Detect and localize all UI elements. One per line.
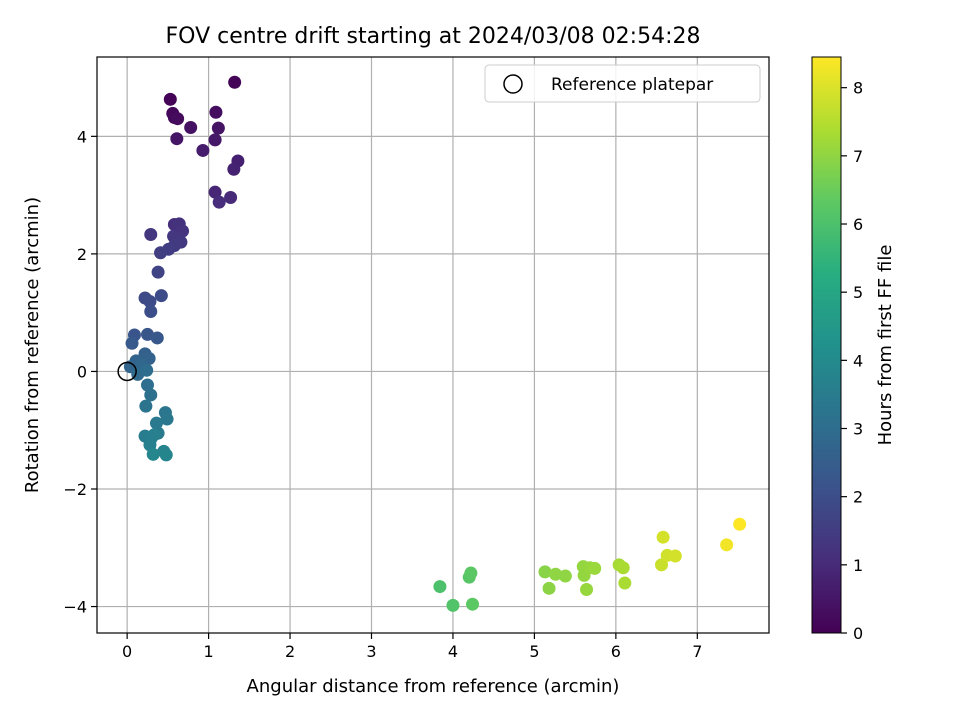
data-point bbox=[170, 132, 184, 146]
data-point bbox=[154, 246, 168, 260]
legend-box bbox=[484, 64, 761, 103]
data-point bbox=[549, 567, 563, 581]
data-point bbox=[208, 133, 222, 147]
data-point bbox=[184, 121, 198, 135]
reference-platepar-marker bbox=[117, 361, 137, 382]
x-tick-label: 7 bbox=[692, 642, 702, 661]
legend-label: Reference platepar bbox=[551, 75, 713, 95]
data-point bbox=[196, 143, 210, 157]
x-tick-label: 6 bbox=[611, 642, 621, 661]
data-point bbox=[654, 558, 668, 572]
y-tick-label: 4 bbox=[77, 127, 87, 146]
data-point bbox=[618, 576, 632, 590]
chart-title: FOV centre drift starting at 2024/03/08 … bbox=[166, 24, 701, 49]
data-point bbox=[464, 566, 478, 580]
y-axis-label: Rotation from reference (arcmin) bbox=[22, 197, 43, 493]
colorbar-label: Hours from first FF file bbox=[875, 245, 896, 446]
data-point bbox=[143, 295, 157, 309]
data-point bbox=[446, 598, 460, 612]
data-point bbox=[588, 561, 602, 575]
data-point bbox=[141, 327, 155, 341]
data-point bbox=[149, 416, 163, 430]
data-point bbox=[208, 185, 222, 199]
data-point bbox=[163, 92, 177, 106]
data-point bbox=[140, 363, 154, 377]
data-point bbox=[144, 228, 158, 242]
data-point bbox=[433, 580, 447, 594]
data-point bbox=[227, 162, 241, 176]
grid-lines bbox=[97, 57, 769, 633]
x-axis-label: Angular distance from reference (arcmin) bbox=[247, 676, 620, 697]
colorbar: 0 1 2 3 4 5 6 7 8 Hours from first FF file bbox=[811, 56, 896, 643]
plot-frame bbox=[96, 56, 770, 634]
data-point bbox=[542, 581, 556, 595]
data-point bbox=[656, 530, 670, 544]
data-point bbox=[538, 565, 552, 579]
colorbar-gradient bbox=[811, 56, 842, 634]
colorbar-tick-label: 0 bbox=[853, 624, 863, 643]
data-point bbox=[151, 265, 165, 279]
x-tick-label: 5 bbox=[529, 642, 539, 661]
colorbar-tick-label: 6 bbox=[853, 215, 863, 234]
data-point bbox=[144, 304, 158, 318]
y-tick-label: 0 bbox=[77, 362, 87, 381]
data-point bbox=[146, 447, 160, 461]
y-tick-label: −2 bbox=[63, 480, 87, 499]
data-point bbox=[209, 105, 223, 119]
x-tick-label: 4 bbox=[448, 642, 458, 661]
colorbar-tick-label: 7 bbox=[853, 147, 863, 166]
data-point bbox=[211, 121, 225, 135]
data-point bbox=[159, 448, 173, 462]
colorbar-tick-label: 8 bbox=[853, 79, 863, 98]
colorbar-tick-label: 4 bbox=[853, 351, 863, 370]
legend-marker bbox=[503, 74, 523, 94]
x-axis-ticks: 0 1 2 3 4 5 6 7 bbox=[122, 633, 702, 661]
data-points bbox=[123, 75, 747, 612]
y-axis-ticks: −4 −2 0 2 4 bbox=[63, 127, 97, 617]
data-point bbox=[171, 112, 185, 126]
colorbar-tick-label: 3 bbox=[853, 420, 863, 439]
y-tick-label: 2 bbox=[77, 245, 87, 264]
data-point bbox=[720, 538, 734, 552]
data-point bbox=[733, 517, 747, 531]
data-point bbox=[224, 190, 238, 204]
data-point bbox=[147, 428, 161, 442]
data-point bbox=[616, 561, 630, 575]
data-point bbox=[558, 569, 572, 583]
data-point bbox=[150, 331, 164, 345]
data-point bbox=[466, 597, 480, 611]
data-point bbox=[141, 378, 155, 392]
legend: Reference platepar bbox=[484, 64, 761, 103]
y-tick-label: −4 bbox=[63, 598, 87, 617]
data-point bbox=[139, 399, 153, 413]
data-point bbox=[212, 195, 226, 209]
colorbar-tick-label: 1 bbox=[853, 556, 863, 575]
x-tick-label: 0 bbox=[122, 642, 132, 661]
colorbar-tick-label: 2 bbox=[853, 488, 863, 507]
data-point bbox=[228, 75, 242, 89]
data-point bbox=[125, 336, 139, 350]
x-tick-label: 2 bbox=[285, 642, 295, 661]
x-tick-label: 1 bbox=[203, 642, 213, 661]
colorbar-tick-label: 5 bbox=[853, 283, 863, 302]
data-point bbox=[160, 412, 174, 426]
data-point bbox=[580, 583, 594, 597]
data-point bbox=[154, 289, 168, 303]
colorbar-ticks: 0 1 2 3 4 5 6 7 8 bbox=[841, 79, 863, 643]
x-tick-label: 3 bbox=[366, 642, 376, 661]
data-point bbox=[668, 549, 682, 563]
data-point bbox=[144, 388, 158, 402]
